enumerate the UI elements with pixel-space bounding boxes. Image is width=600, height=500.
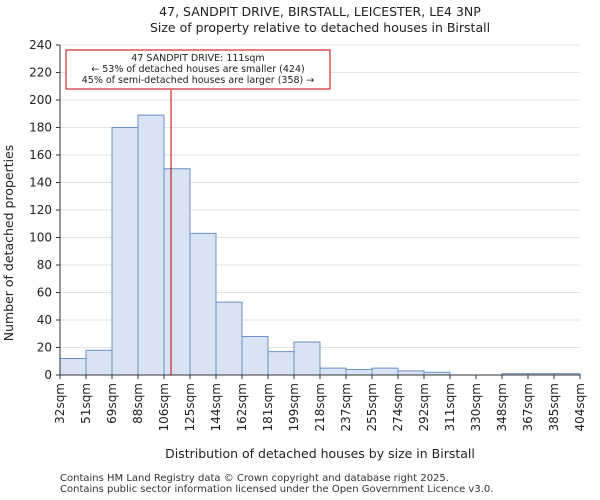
chart-title-line1: 47, SANDPIT DRIVE, BIRSTALL, LEICESTER, … (159, 4, 481, 19)
bar-69sqm (111, 127, 139, 376)
y-tick-label: 80 (37, 258, 52, 272)
y-tick-label: 180 (29, 121, 52, 135)
x-tick-label-32sqm: 32sqm (53, 383, 67, 424)
x-tick-label-162sqm: 162sqm (235, 383, 249, 431)
annotation-line2: ← 53% of detached houses are smaller (42… (91, 64, 304, 75)
bar-125sqm (189, 232, 217, 376)
y-tick-label: 0 (44, 368, 52, 382)
footer: Contains HM Land Registry data © Crown c… (60, 473, 493, 495)
x-tick-label-106sqm: 106sqm (157, 383, 171, 431)
bar-274sqm (397, 370, 425, 376)
bar-51sqm (85, 349, 113, 376)
annotation-line1: 47 SANDPIT DRIVE: 111sqm (131, 53, 264, 64)
x-tick-label-367sqm: 367sqm (521, 383, 535, 431)
y-axis-label: Number of detached properties (1, 145, 16, 342)
x-tick-label-292sqm: 292sqm (417, 383, 431, 431)
x-tick-label-199sqm: 199sqm (287, 383, 301, 431)
histogram-chart: 47, SANDPIT DRIVE, BIRSTALL, LEICESTER, … (1, 4, 587, 461)
y-tick-label: 120 (29, 203, 52, 217)
x-tick-label-218sqm: 218sqm (313, 383, 327, 431)
y-tick-label: 160 (29, 148, 52, 162)
y-tick-label: 60 (37, 286, 52, 300)
y-axis-ticks: 0 20 40 60 80 100 120 140 160 180 200 220 240 (29, 38, 60, 382)
bar-237sqm (345, 369, 373, 376)
annotation-rect (65, 49, 331, 90)
y-tick-label: 40 (37, 313, 52, 327)
x-tick-label-385sqm: 385sqm (547, 383, 561, 431)
x-axis-label: Distribution of detached houses by size … (165, 446, 475, 461)
bars-group (59, 114, 581, 376)
x-tick-label-404sqm: 404sqm (573, 383, 587, 431)
x-tick-label-330sqm: 330sqm (469, 383, 483, 431)
footer-line2: Contains public sector information licen… (60, 484, 494, 495)
bar-32sqm (59, 358, 87, 376)
x-axis-ticks: 32sqm 51sqm 69sqm 88sqm 106sqm 125sqm 144sqm 16… (53, 375, 587, 431)
x-tick-label-125sqm: 125sqm (183, 383, 197, 431)
x-tick-label-348sqm: 348sqm (495, 383, 509, 431)
bar-255sqm (371, 367, 399, 376)
x-tick-label-144sqm: 144sqm (209, 383, 223, 431)
x-tick-label-311sqm: 311sqm (443, 383, 457, 431)
annotation-box: 47 SANDPIT DRIVE: 111sqm ← 53% of detach… (65, 49, 331, 90)
bar-181sqm (267, 351, 295, 376)
annotation-line3: 45% of semi-detached houses are larger (… (82, 75, 315, 86)
bar-218sqm (319, 367, 347, 376)
y-tick-label: 240 (29, 38, 52, 52)
chart-title-line2: Size of property relative to detached ho… (150, 20, 490, 35)
x-tick-label-69sqm: 69sqm (105, 383, 119, 424)
x-tick-label-255sqm: 255sqm (365, 383, 379, 431)
y-tick-label: 140 (29, 176, 52, 190)
bar-144sqm (215, 301, 243, 376)
x-tick-label-88sqm: 88sqm (131, 383, 145, 424)
y-tick-label: 220 (29, 66, 52, 80)
bar-106sqm (163, 168, 191, 376)
x-tick-label-237sqm: 237sqm (339, 383, 353, 431)
x-tick-label-274sqm: 274sqm (391, 383, 405, 431)
bar-88sqm (137, 114, 165, 376)
y-tick-label: 200 (29, 93, 52, 107)
y-tick-label: 20 (37, 341, 52, 355)
x-tick-label-51sqm: 51sqm (79, 383, 93, 424)
x-tick-label-181sqm: 181sqm (261, 383, 275, 431)
y-tick-label: 100 (29, 231, 52, 245)
footer-line1: Contains HM Land Registry data © Crown c… (60, 473, 449, 484)
bar-199sqm (293, 341, 321, 376)
bar-162sqm (241, 336, 269, 376)
